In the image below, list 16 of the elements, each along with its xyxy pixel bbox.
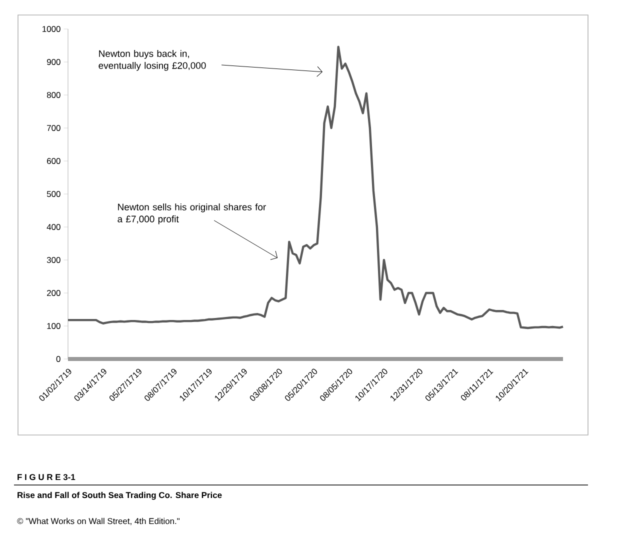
y-tick-label: 900 bbox=[46, 59, 60, 65]
y-tick-label: 400 bbox=[46, 224, 60, 230]
y-tick-label: 700 bbox=[47, 125, 60, 131]
text: F I G U R E 3-1 bbox=[18, 474, 76, 480]
y-tick-label: 1000 bbox=[42, 26, 60, 32]
text: Rise and Fall of South Sea Trading Co. Share Price bbox=[18, 492, 222, 500]
y-tick-label: 0 bbox=[56, 356, 60, 362]
y-tick-label: 300 bbox=[46, 257, 60, 263]
y-tick-label: 800 bbox=[46, 92, 60, 98]
y-tick-label: 500 bbox=[46, 191, 60, 197]
y-tick-label: 200 bbox=[47, 290, 60, 296]
text: © "What Works on Wall Street, 4th Edition." bbox=[17, 518, 180, 526]
annotation: Newton buys back in, eventually losing £20,000 bbox=[98, 50, 206, 71]
annotation: Newton sells his original shares for a £7,000 profit bbox=[118, 203, 266, 224]
y-tick-label: 100 bbox=[47, 323, 60, 329]
y-tick-label: 600 bbox=[47, 158, 60, 164]
